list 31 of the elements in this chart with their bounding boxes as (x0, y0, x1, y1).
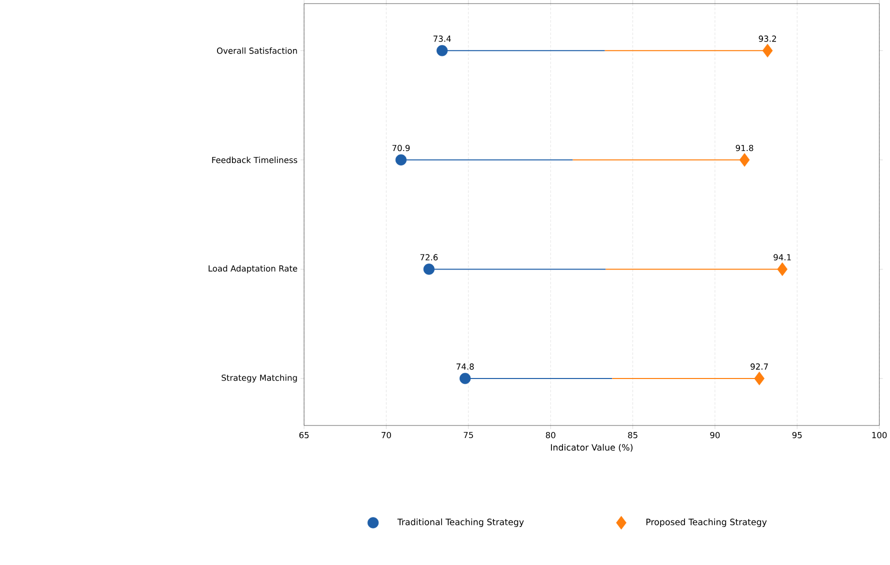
point (754, 371, 764, 386)
x-tick-label: 90 (710, 432, 720, 438)
point (762, 44, 773, 58)
point (395, 154, 407, 166)
data-label: 70.9 (392, 144, 410, 151)
data-label: 72.6 (420, 254, 438, 260)
data-label: 74.8 (456, 363, 474, 370)
data-label: 93.2 (758, 35, 776, 42)
x-tick-label: 100 (872, 432, 887, 438)
x-tick-label: 65 (299, 432, 309, 438)
x-tick-label: 95 (792, 432, 802, 438)
point (777, 262, 788, 276)
data-label: 91.8 (736, 144, 754, 151)
legend-label: Proposed Teaching Strategy (646, 518, 767, 527)
y-tick-label: Strategy Matching (222, 374, 297, 382)
data-label: 94.1 (774, 254, 791, 260)
point (436, 44, 448, 56)
x-tick-label: 75 (464, 432, 473, 438)
point (460, 372, 471, 384)
x-axis-title: Indicator Value (%) (550, 444, 633, 452)
y-tick-label: Overall Satisfaction (216, 47, 297, 54)
point (423, 263, 435, 275)
y-tick-label: Load Adaptation Rate (208, 264, 298, 274)
legend-label: Traditional Teaching Strategy (397, 518, 524, 527)
point (739, 152, 750, 167)
x-tick-label: 85 (628, 432, 638, 438)
x-tick-label: 70 (382, 432, 391, 438)
data-label: 92.7 (750, 363, 768, 370)
x-tick-label: 80 (546, 432, 556, 438)
data-label: 73.4 (434, 35, 451, 42)
y-tick-label: Feedback Timeliness (212, 156, 298, 163)
